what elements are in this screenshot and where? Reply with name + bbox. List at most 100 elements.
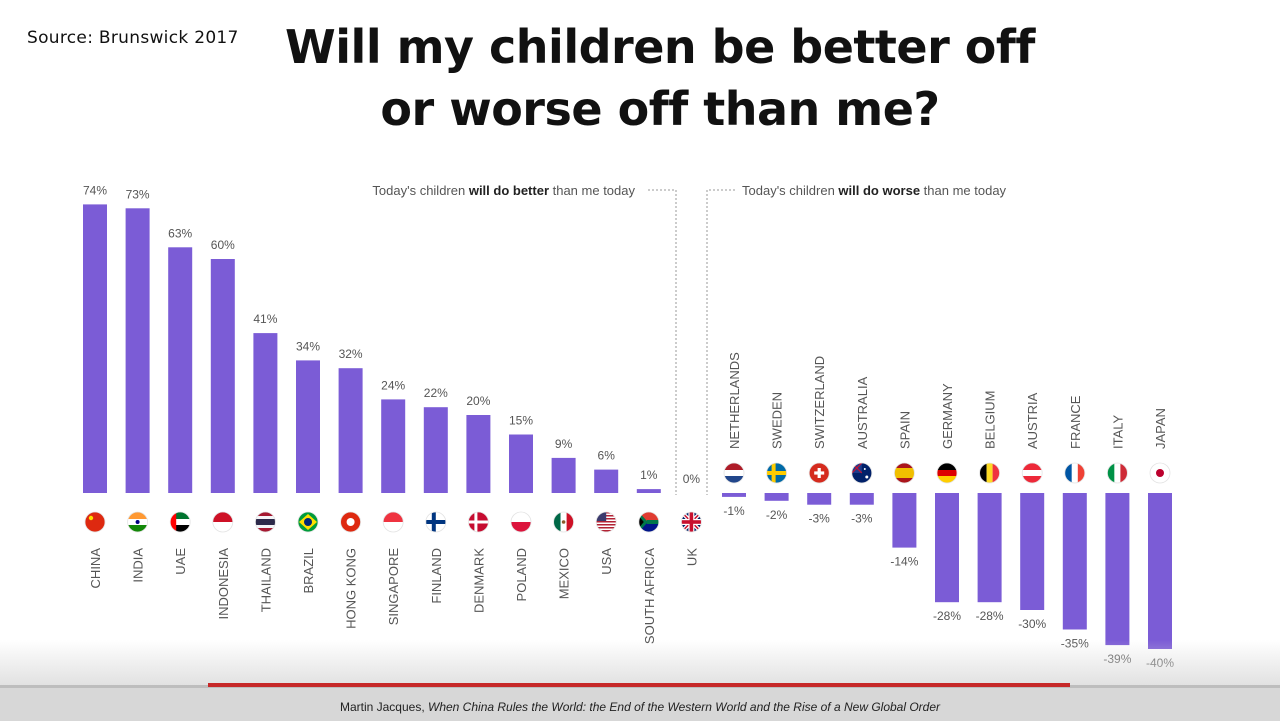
value-label-netherlands: -1% bbox=[723, 504, 745, 518]
value-label-australia: -3% bbox=[851, 512, 873, 526]
thailand-flag bbox=[254, 511, 276, 533]
category-label-uae: UAE bbox=[173, 548, 188, 575]
bar-france bbox=[1062, 493, 1087, 630]
annotation-worse-text: Today's children will do worse than me t… bbox=[742, 183, 1007, 198]
category-label-netherlands: NETHERLANDS bbox=[727, 352, 742, 449]
chart-title: Will my children be better off or worse … bbox=[240, 16, 1080, 140]
bar-singapore bbox=[381, 399, 406, 493]
bar-brazil bbox=[296, 360, 320, 493]
bar-japan bbox=[1148, 493, 1172, 649]
annotation-worse-post: than me today bbox=[920, 183, 1006, 198]
bar-india bbox=[125, 208, 150, 494]
bar-australia bbox=[849, 493, 874, 505]
annotation-better-post: than me today bbox=[549, 183, 635, 198]
annotation-worse: Today's children will do worse than me t… bbox=[706, 183, 1007, 495]
video-overlay-fade bbox=[0, 640, 1280, 685]
bar-germany bbox=[935, 493, 959, 603]
bar-spain bbox=[892, 493, 917, 548]
bar-austria bbox=[1020, 493, 1045, 610]
value-label-denmark: 20% bbox=[466, 394, 490, 408]
bar-denmark bbox=[466, 415, 491, 493]
japan-flag bbox=[1149, 462, 1171, 484]
value-label-indonesia: 60% bbox=[211, 238, 235, 252]
bar-china bbox=[83, 204, 107, 493]
bar-italy bbox=[1105, 493, 1130, 646]
denmark-flag bbox=[467, 511, 489, 533]
bar-indonesia bbox=[210, 259, 235, 493]
value-label-germany: -28% bbox=[933, 609, 961, 623]
value-label-switzerland: -3% bbox=[809, 512, 831, 526]
belgium-flag bbox=[979, 462, 1000, 484]
value-label-austria: -30% bbox=[1018, 617, 1046, 631]
category-label-france: FRANCE bbox=[1068, 395, 1083, 449]
value-label-usa: 6% bbox=[598, 449, 616, 463]
category-label-australia: AUSTRALIA bbox=[855, 376, 870, 449]
category-label-japan: JAPAN bbox=[1153, 408, 1168, 449]
netherlands-flag bbox=[723, 462, 745, 484]
category-label-spain: SPAIN bbox=[897, 411, 912, 449]
category-label-switzerland: SWITZERLAND bbox=[812, 356, 827, 449]
switzerland-flag bbox=[808, 462, 830, 484]
category-label-finland: FINLAND bbox=[429, 548, 444, 604]
category-label-usa: USA bbox=[599, 548, 614, 575]
value-label-singapore: 24% bbox=[381, 378, 405, 392]
annotation-better-line bbox=[648, 189, 677, 495]
chart-bars: 74% CHINA 73% INDIA 63% UAE 60% INDONESIA 41% THA… bbox=[83, 183, 1174, 670]
uae-flag bbox=[169, 511, 191, 533]
uk-flag bbox=[681, 511, 702, 533]
annotation-better-pre: Today's children bbox=[372, 183, 468, 198]
bar-finland bbox=[423, 407, 448, 493]
category-label-austria: AUSTRIA bbox=[1025, 392, 1040, 449]
category-label-thailand: THAILAND bbox=[258, 548, 273, 612]
indonesia-flag bbox=[212, 511, 234, 533]
hong-kong-flag bbox=[340, 511, 362, 533]
value-label-china: 74% bbox=[83, 183, 107, 197]
annotation-better-text: Today's children will do better than me … bbox=[372, 183, 635, 198]
mexico-flag bbox=[553, 511, 574, 533]
germany-flag bbox=[936, 462, 958, 484]
bar-mexico bbox=[551, 457, 576, 493]
title-line-1: Will my children be better off bbox=[285, 20, 1035, 74]
usa-flag bbox=[595, 511, 617, 533]
video-caption-bar bbox=[0, 685, 1280, 721]
sweden-flag bbox=[766, 462, 787, 484]
category-label-uk: UK bbox=[684, 548, 699, 566]
australia-flag bbox=[851, 462, 873, 484]
south-africa-flag bbox=[638, 511, 660, 533]
book-caption: Martin Jacques, When China Rules the Wor… bbox=[0, 700, 1280, 714]
india-flag bbox=[127, 511, 149, 533]
austria-flag bbox=[1021, 462, 1043, 484]
caption-author: Martin Jacques, bbox=[339, 700, 428, 714]
singapore-flag bbox=[382, 511, 404, 533]
bar-poland bbox=[509, 434, 533, 493]
category-label-poland: POLAND bbox=[514, 548, 529, 601]
category-label-italy: ITALY bbox=[1110, 414, 1125, 449]
value-label-poland: 15% bbox=[509, 414, 533, 428]
category-label-belgium: BELGIUM bbox=[983, 390, 998, 449]
value-label-south-africa: 1% bbox=[640, 468, 658, 482]
bar-usa bbox=[594, 469, 619, 493]
bar-sweden bbox=[764, 493, 789, 501]
bar-netherlands bbox=[722, 493, 746, 497]
value-label-finland: 22% bbox=[424, 386, 448, 400]
category-label-mexico: MEXICO bbox=[557, 548, 572, 599]
category-label-south-africa: SOUTH AFRICA bbox=[642, 548, 657, 644]
value-label-brazil: 34% bbox=[296, 339, 320, 353]
value-label-sweden: -2% bbox=[766, 508, 788, 522]
source-label: Source: Brunswick 2017 bbox=[27, 28, 239, 48]
category-label-india: INDIA bbox=[131, 548, 146, 583]
annotation-worse-pre: Today's children bbox=[742, 183, 838, 198]
bar-uae bbox=[168, 247, 193, 493]
value-label-india: 73% bbox=[126, 187, 150, 201]
china-flag bbox=[84, 511, 106, 533]
category-label-singapore: SINGAPORE bbox=[386, 548, 401, 626]
category-label-china: CHINA bbox=[88, 548, 103, 589]
category-label-sweden: SWEDEN bbox=[770, 392, 785, 449]
title-line-2: or worse off than me? bbox=[380, 82, 940, 136]
italy-flag bbox=[1107, 462, 1128, 484]
bar-thailand bbox=[253, 333, 278, 493]
value-label-spain: -14% bbox=[890, 555, 918, 569]
value-label-thailand: 41% bbox=[253, 312, 277, 326]
category-label-germany: GERMANY bbox=[940, 383, 955, 449]
